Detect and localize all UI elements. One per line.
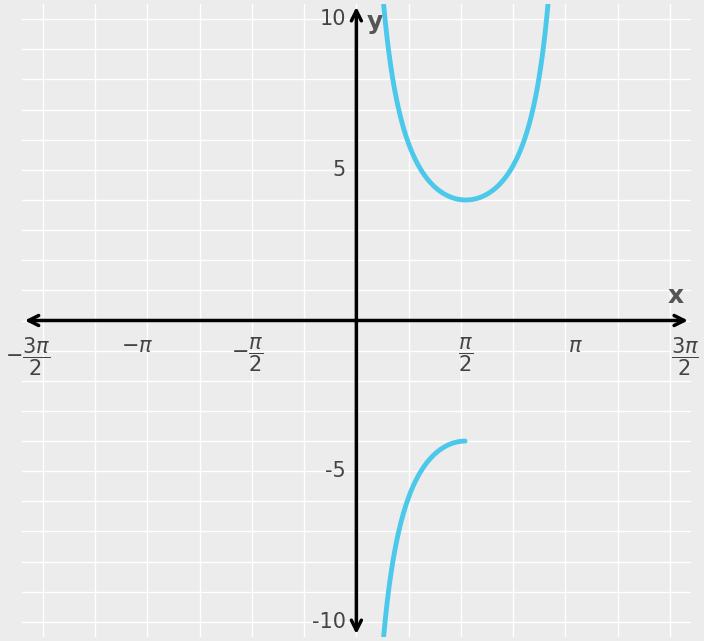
Text: $\dfrac{\pi}{2}$: $\dfrac{\pi}{2}$ [458, 335, 473, 374]
Text: -10: -10 [312, 612, 346, 632]
Text: $-\pi$: $-\pi$ [121, 335, 153, 356]
Text: x: x [667, 285, 684, 308]
Text: $\dfrac{3\pi}{2}$: $\dfrac{3\pi}{2}$ [671, 335, 698, 378]
Text: 10: 10 [320, 9, 346, 29]
Text: $-\dfrac{\pi}{2}$: $-\dfrac{\pi}{2}$ [231, 335, 263, 374]
Text: 5: 5 [333, 160, 346, 180]
Text: $-\dfrac{3\pi}{2}$: $-\dfrac{3\pi}{2}$ [6, 335, 51, 378]
Text: $\pi$: $\pi$ [568, 335, 583, 356]
Text: y: y [367, 10, 383, 34]
Text: -5: -5 [325, 461, 346, 481]
